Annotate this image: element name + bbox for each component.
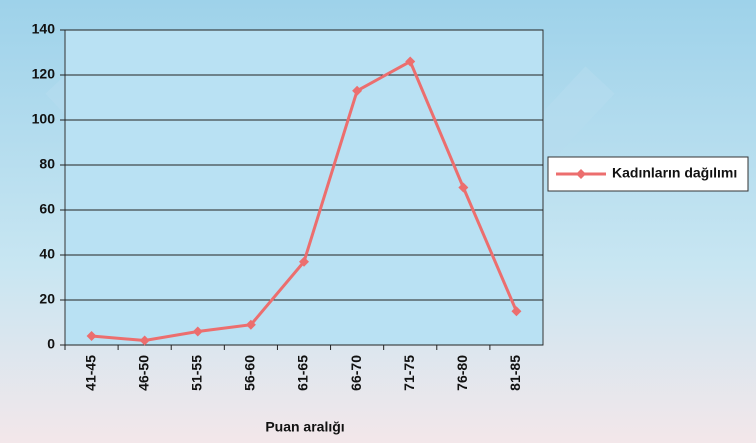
x-tick-label: 71-75 <box>401 355 417 391</box>
chart: Puan aralığı 0 20 40 60 80 100 120 140 41-45 46-5… <box>0 0 756 443</box>
y-tick-label: 120 <box>32 66 56 82</box>
y-tick-label: 20 <box>39 291 55 307</box>
x-tick-label: 76-80 <box>454 355 470 391</box>
plot-area <box>65 30 543 345</box>
y-tick-label: 80 <box>39 156 55 172</box>
x-tick-label: 41-45 <box>82 355 98 391</box>
x-tick-label: 56-60 <box>242 355 258 391</box>
legend-label: Kadınların dağılımı <box>612 165 737 181</box>
x-tick-label: 81-85 <box>507 355 523 391</box>
x-tick-label: 46-50 <box>135 355 151 391</box>
x-tick-label: 66-70 <box>348 355 364 391</box>
x-tick-label: 61-65 <box>295 355 311 391</box>
y-tick-label: 40 <box>39 246 55 262</box>
x-axis-title: Puan aralığı <box>265 419 344 435</box>
y-tick-label: 100 <box>32 111 56 127</box>
y-tick-label: 140 <box>32 21 56 37</box>
y-tick-label: 0 <box>47 336 55 352</box>
y-tick-label: 60 <box>39 201 55 217</box>
x-tick-label: 51-55 <box>188 355 204 391</box>
